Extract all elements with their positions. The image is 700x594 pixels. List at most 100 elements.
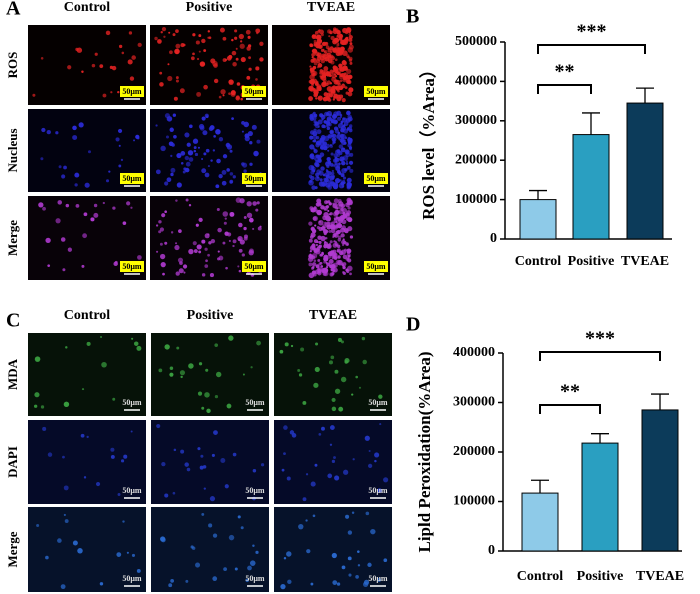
- cell: [169, 50, 173, 55]
- cell: [308, 238, 313, 243]
- cell: [317, 267, 323, 272]
- cell: [255, 550, 259, 554]
- cell: [311, 52, 315, 57]
- cell: [348, 87, 354, 93]
- cell: [91, 63, 96, 68]
- cell: [201, 512, 205, 516]
- cell: [160, 145, 166, 152]
- cell: [234, 567, 238, 571]
- cell: [164, 210, 167, 214]
- cell: [117, 128, 123, 134]
- cell: [228, 534, 235, 541]
- cell: [349, 152, 354, 157]
- cell: [218, 95, 222, 99]
- cell: [155, 224, 159, 227]
- cell: [78, 122, 84, 128]
- cell: [193, 249, 198, 253]
- cell: [130, 430, 133, 433]
- significance-bracket: [539, 404, 601, 414]
- cell: [345, 160, 349, 163]
- micrograph: 50μm: [151, 507, 269, 592]
- image-background: [274, 507, 392, 592]
- cell: [243, 226, 247, 231]
- cell: [204, 264, 209, 268]
- cell: [182, 170, 186, 174]
- cell: [316, 176, 320, 179]
- cell: [175, 29, 179, 33]
- cell: [84, 182, 90, 188]
- cell: [329, 69, 334, 74]
- micrograph: 50μm: [151, 420, 269, 504]
- cell: [309, 115, 314, 120]
- cell: [80, 433, 85, 438]
- cell: [321, 53, 326, 58]
- cell: [198, 250, 202, 254]
- cell: [212, 533, 218, 538]
- cell: [241, 130, 244, 133]
- cell: [239, 43, 245, 49]
- cell: [349, 61, 353, 65]
- cell: [344, 86, 348, 89]
- cell: [330, 152, 334, 156]
- cell: [176, 182, 182, 188]
- cell: [330, 119, 335, 124]
- cell: [120, 459, 125, 463]
- cell: [241, 253, 245, 257]
- x-tick-label: Positive: [577, 569, 624, 584]
- cell: [309, 74, 315, 80]
- cell: [309, 67, 314, 72]
- cell: [247, 565, 252, 571]
- cell: [339, 79, 343, 83]
- scale-bar-box: [364, 261, 388, 272]
- cell: [121, 51, 125, 55]
- cell: [162, 272, 165, 276]
- cell: [334, 388, 341, 394]
- cell: [255, 208, 259, 212]
- cell: [188, 157, 194, 162]
- cell: [210, 58, 216, 64]
- cell: [336, 582, 341, 586]
- cell: [312, 139, 315, 143]
- cell: [328, 360, 334, 365]
- cell: [374, 452, 380, 458]
- cell: [346, 253, 351, 258]
- cell: [331, 406, 337, 412]
- cell: [325, 205, 330, 209]
- cell: [67, 247, 72, 252]
- cell: [320, 205, 325, 210]
- cell: [226, 168, 230, 172]
- cell: [341, 39, 347, 46]
- significance-bracket: [537, 44, 646, 54]
- cell: [159, 253, 166, 260]
- scale-bar-box: [364, 173, 388, 184]
- cell: [377, 488, 382, 493]
- cell: [311, 185, 316, 190]
- cell: [311, 166, 316, 171]
- cell: [325, 95, 331, 101]
- cell: [328, 93, 333, 98]
- cell: [333, 217, 337, 220]
- cell: [192, 52, 195, 56]
- column-header: Control: [64, 308, 111, 323]
- cell: [344, 37, 349, 42]
- scale-bar-label: 50μm: [368, 398, 388, 407]
- column-header: TVEAE: [309, 308, 357, 323]
- cell: [348, 30, 351, 34]
- cell: [179, 370, 186, 376]
- cell: [198, 34, 202, 37]
- cell: [383, 558, 388, 563]
- cell: [362, 581, 369, 588]
- cell: [341, 160, 346, 166]
- cell: [337, 235, 342, 240]
- cell: [173, 134, 177, 139]
- cell: [184, 132, 190, 138]
- cell: [315, 264, 320, 269]
- cell: [38, 202, 44, 208]
- cell: [332, 183, 339, 190]
- cell: [158, 220, 162, 224]
- scale-bar-box: [364, 86, 388, 97]
- cell: [324, 200, 329, 205]
- cell: [161, 213, 166, 218]
- cell: [160, 262, 166, 268]
- cell: [228, 335, 234, 341]
